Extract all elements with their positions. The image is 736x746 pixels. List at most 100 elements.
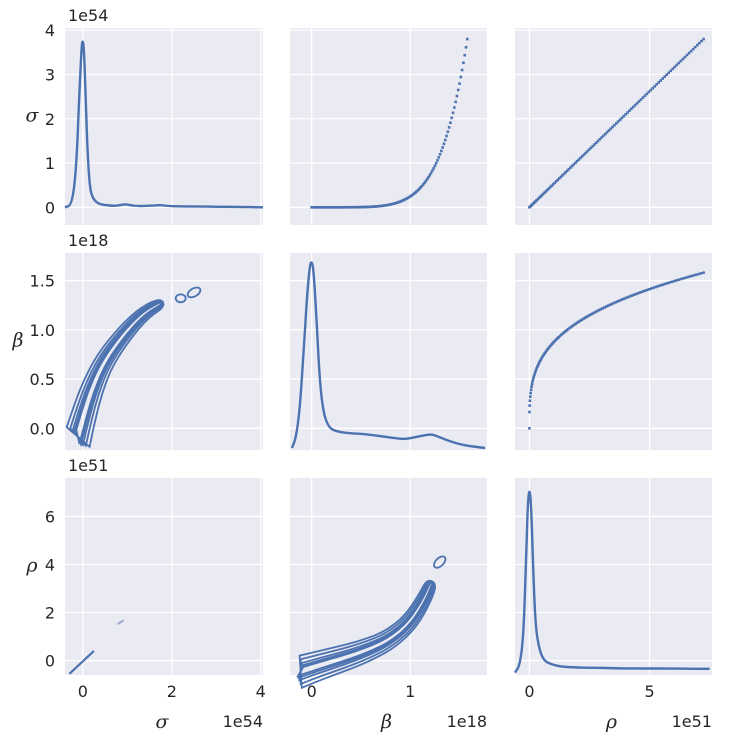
scatter-point xyxy=(548,185,552,189)
kde-curve-rho xyxy=(514,490,710,674)
scatter-point xyxy=(451,111,455,115)
scatter-point xyxy=(580,318,584,322)
panel-rho-vs-rho xyxy=(515,478,712,675)
scatter-point xyxy=(626,111,629,114)
scatter-point xyxy=(556,178,560,182)
scatter-point xyxy=(564,171,567,174)
panel-beta-vs-sigma xyxy=(65,253,263,450)
y-tick-label: 0.0 xyxy=(30,419,55,438)
scatter-point xyxy=(608,303,612,307)
panel-background xyxy=(515,478,712,675)
scatter-point xyxy=(603,306,606,309)
y-tick-label: 2 xyxy=(45,110,55,129)
kde-curve-sigma xyxy=(64,40,264,209)
y-tick-label: 0 xyxy=(45,652,55,671)
scatter-point xyxy=(449,121,452,125)
contour-rho-vs-sigma xyxy=(68,619,125,675)
kde-curve-beta xyxy=(290,261,486,450)
panel-background xyxy=(65,28,263,225)
scatter-point xyxy=(569,166,572,169)
scatter-point xyxy=(529,391,532,395)
scatter-point xyxy=(645,288,649,292)
scatter-point xyxy=(460,68,464,72)
scatter-point xyxy=(671,67,675,71)
scatter-point xyxy=(606,304,610,307)
scatter-point xyxy=(445,134,448,138)
scatter-point xyxy=(433,164,437,168)
scatter-point xyxy=(561,174,564,177)
scatter-point xyxy=(600,136,603,139)
scatter-point xyxy=(537,361,541,365)
contour-island xyxy=(433,555,447,569)
scatter-point xyxy=(635,101,639,105)
scatter-sigma-vs-rho xyxy=(528,37,705,209)
scatter-point xyxy=(565,169,569,173)
scatter-point xyxy=(562,172,566,176)
scatter-point xyxy=(587,148,591,151)
scatter-point xyxy=(669,69,673,73)
scatter-point xyxy=(551,183,555,186)
scatter-point xyxy=(575,159,579,163)
scatter-point xyxy=(622,114,626,118)
scatter-point xyxy=(683,55,687,59)
scatter-point xyxy=(643,94,647,98)
scatter-point xyxy=(424,179,428,183)
scatter-point xyxy=(534,369,538,372)
scatter-point xyxy=(626,295,630,299)
scatter-point xyxy=(647,90,651,94)
scatter-point xyxy=(628,109,631,112)
scatter-point xyxy=(691,47,695,51)
scatter-point xyxy=(630,107,633,111)
scatter-point xyxy=(562,331,566,334)
x-tick-label: 0 xyxy=(524,682,534,701)
scatter-point xyxy=(652,286,655,290)
scatter-point xyxy=(585,315,589,319)
scatter-point xyxy=(659,79,662,82)
x-offset-label: 1e54 xyxy=(223,712,263,731)
scatter-point xyxy=(661,77,664,80)
scatter-point xyxy=(546,347,550,351)
scatter-point xyxy=(528,399,532,403)
scatter-point xyxy=(693,45,697,49)
scatter-point xyxy=(643,289,647,293)
scatter-point xyxy=(611,125,614,129)
scatter-point xyxy=(605,131,609,134)
scatter-point xyxy=(579,156,582,160)
scatter-point xyxy=(614,122,618,125)
scatter-point xyxy=(677,61,681,65)
contour-level-4 xyxy=(75,301,164,445)
scatter-point xyxy=(539,195,542,198)
scatter-point xyxy=(430,169,434,173)
x-tick-label: 5 xyxy=(644,682,654,701)
scatter-point xyxy=(466,37,469,41)
scatter-point xyxy=(463,53,467,57)
x-tick-label: 1 xyxy=(405,682,415,701)
scatter-point xyxy=(599,307,603,311)
scatter-point xyxy=(692,274,695,277)
scatter-point xyxy=(696,43,699,47)
scatter-point xyxy=(668,281,671,284)
scatter-point xyxy=(538,360,542,363)
scatter-point xyxy=(594,310,597,314)
scatter-point xyxy=(579,319,582,323)
scatter-point xyxy=(540,356,544,360)
scatter-point xyxy=(602,134,605,138)
scatter-point xyxy=(537,196,541,200)
scatter-point xyxy=(528,404,532,407)
y-tick-label: 4 xyxy=(45,555,55,574)
scatter-point xyxy=(429,171,433,175)
scatter-point xyxy=(558,334,562,338)
scatter-point xyxy=(603,132,607,136)
scatter-point xyxy=(645,92,649,96)
scatter-point xyxy=(443,138,447,142)
scatter-point xyxy=(679,59,683,63)
scatter-point xyxy=(654,285,658,289)
scatter-point xyxy=(636,291,640,295)
scatter-point xyxy=(440,149,443,153)
scatter-point xyxy=(609,127,613,131)
scatter-point xyxy=(551,342,554,345)
y-tick-label: 1 xyxy=(45,154,55,173)
scatter-point xyxy=(677,278,681,281)
scatter-point xyxy=(653,84,657,88)
scatter-point xyxy=(434,161,438,165)
